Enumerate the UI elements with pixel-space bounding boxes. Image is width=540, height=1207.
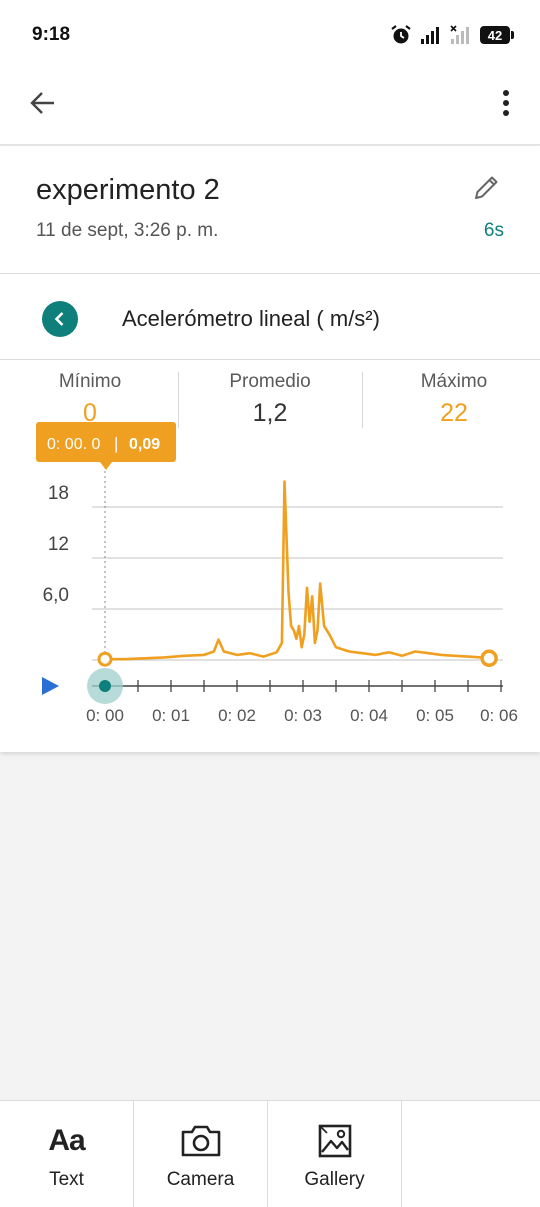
chart-series-line xyxy=(105,480,490,661)
stat-min: Mínimo 0 xyxy=(0,371,180,428)
status-time: 9:18 xyxy=(32,24,71,45)
tooltip-separator: | xyxy=(114,434,118,453)
series-start-marker xyxy=(97,651,113,667)
x-tick-label: 0: 04 xyxy=(350,706,388,725)
battery-icon: 42 xyxy=(480,26,514,44)
x-tick-label: 0: 00 xyxy=(86,706,124,725)
tooltip-time: 0: 00. 0 xyxy=(47,436,100,453)
x-tick-label: 0: 03 xyxy=(284,706,322,725)
signal-icon xyxy=(421,27,439,44)
y-tick-label: 6,0 xyxy=(43,585,69,606)
gallery-label: Gallery xyxy=(304,1169,365,1190)
text-note-label: Text xyxy=(49,1169,84,1190)
pencil-icon xyxy=(475,176,498,199)
overflow-menu-button[interactable] xyxy=(494,86,518,120)
gallery-icon xyxy=(318,1124,351,1158)
experiment-card: experimento 2 11 de sept, 3:26 p. m. 6s … xyxy=(0,146,540,752)
camera-icon xyxy=(181,1125,220,1157)
y-tick-label: 18 xyxy=(48,483,69,504)
app-bar xyxy=(0,70,540,145)
back-button[interactable] xyxy=(26,86,60,120)
edit-button[interactable] xyxy=(470,172,502,204)
gallery-button[interactable]: Gallery xyxy=(268,1101,402,1207)
chart-grid xyxy=(92,506,503,661)
status-icons: 42 xyxy=(390,22,514,48)
stat-avg: Promedio 1,2 xyxy=(180,371,360,428)
sensor-prev-button[interactable] xyxy=(42,301,78,337)
timeline-axis xyxy=(92,680,503,692)
x-tick-label: 0: 05 xyxy=(416,706,454,725)
text-format-icon: Aa xyxy=(48,1124,85,1157)
alarm-icon xyxy=(391,25,411,44)
status-bar: 9:18 42 xyxy=(0,0,540,70)
y-tick-label: 12 xyxy=(48,534,69,555)
divider xyxy=(0,273,540,274)
signal-off-icon xyxy=(450,25,469,44)
x-tick-label: 0: 02 xyxy=(218,706,256,725)
stat-max-value: 22 xyxy=(440,399,468,427)
stat-avg-label: Promedio xyxy=(229,371,311,392)
divider xyxy=(0,359,540,360)
sensor-chart[interactable]: 6,0121824 0: 00. 0 | 0,09 0: 000: 010: 0… xyxy=(0,416,540,746)
experiment-duration: 6s xyxy=(483,220,504,241)
stat-max-label: Máximo xyxy=(420,371,488,392)
stat-min-value: 0 xyxy=(83,399,97,427)
camera-label: Camera xyxy=(166,1169,235,1190)
bottom-toolbar: Aa Text Camera Gallery xyxy=(0,1100,540,1207)
stat-avg-value: 1,2 xyxy=(252,399,288,427)
chart-x-axis: 0: 00 0: 01 0: 02 0: 03 0: 04 0: 05 0: 06 xyxy=(86,706,518,725)
series-end-marker xyxy=(480,649,498,668)
tooltip-value: 0,09 xyxy=(129,436,160,453)
scrubber-handle xyxy=(99,680,111,692)
stat-separator xyxy=(362,372,363,428)
stat-max: Máximo 22 xyxy=(364,371,540,428)
x-tick-label: 0: 06 xyxy=(480,706,518,725)
more-vert-icon xyxy=(503,90,509,116)
text-note-button[interactable]: Aa Text xyxy=(0,1101,134,1207)
sensor-name: Acelerómetro lineal ( m/s²) xyxy=(122,306,380,331)
stat-min-label: Mínimo xyxy=(58,371,122,392)
camera-button[interactable]: Camera xyxy=(134,1101,268,1207)
stat-separator xyxy=(178,372,179,428)
toolbar-empty-slot xyxy=(402,1101,540,1207)
chevron-left-icon xyxy=(54,312,64,326)
arrow-back-icon xyxy=(30,92,54,114)
experiment-title: experimento 2 xyxy=(36,174,220,206)
play-icon xyxy=(42,677,59,695)
experiment-date: 11 de sept, 3:26 p. m. xyxy=(36,220,219,241)
x-tick-label: 0: 01 xyxy=(152,706,190,725)
value-tooltip: 0: 00. 0 | 0,09 xyxy=(36,422,176,470)
